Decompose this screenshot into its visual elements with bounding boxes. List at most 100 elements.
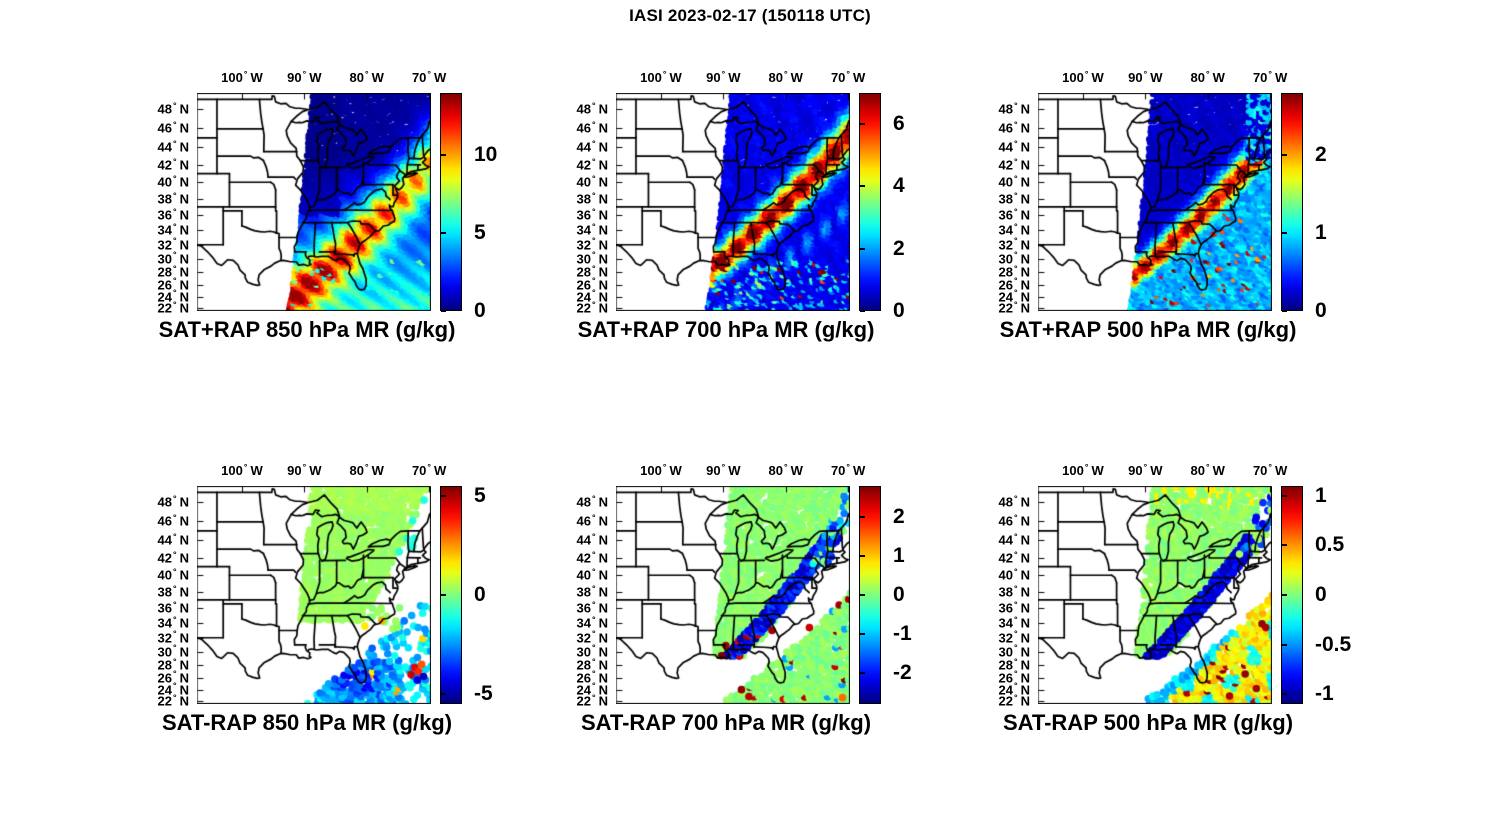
x-tick-label: 100° W (1062, 68, 1104, 85)
colorbar-tick (860, 516, 865, 519)
colorbar-tick-label: 0 (893, 299, 905, 322)
y-tick-label: 42° N (157, 156, 189, 173)
y-tick-label: 48° N (157, 100, 189, 117)
y-tick-label: 22° N (157, 692, 189, 709)
degree-symbol: ° (302, 461, 307, 472)
colorbar-tick-label: 4 (893, 174, 905, 198)
degree-symbol: ° (365, 68, 369, 79)
degree-symbol: ° (592, 656, 596, 667)
x-tick-label: 90° W (1128, 461, 1163, 478)
y-tick-label: 22° N (998, 692, 1030, 709)
degree-symbol: ° (173, 249, 177, 260)
degree-symbol: ° (1014, 235, 1018, 246)
degree-symbol: ° (1014, 138, 1018, 149)
y-tick-label: 48° N (998, 493, 1030, 510)
degree-symbol: ° (1206, 461, 1210, 472)
degree-symbol: ° (1206, 68, 1210, 79)
degree-symbol: ° (1014, 599, 1018, 609)
y-tick-label: 38° N (576, 190, 608, 207)
degree-symbol: ° (173, 299, 177, 310)
degree-symbol: ° (243, 461, 248, 472)
degree-symbol: ° (1084, 68, 1089, 79)
y-tick-label: 46° N (576, 119, 608, 136)
degree-symbol: ° (592, 235, 596, 246)
degree-symbol: ° (592, 221, 596, 232)
x-tick-label: 90° W (287, 461, 322, 478)
panel-sat-minus-rap-500: SAT-RAP 500 hPa MR (g/kg) 100° W 90° W 80° W 7… (966, 456, 1366, 766)
y-tick-label: 42° N (157, 549, 189, 566)
degree-symbol: ° (592, 206, 596, 216)
y-tick-label: 36° N (576, 206, 608, 223)
y-tick-label: 30° N (157, 642, 189, 660)
colorbar-tick (860, 185, 865, 188)
y-tick-label: 24° N (576, 287, 608, 305)
y-tick-label: 48° N (576, 100, 608, 117)
y-tick-label: 26° N (576, 275, 608, 293)
x-tick-label: 100° W (221, 68, 263, 85)
x-tick-label: 90° W (287, 68, 322, 85)
y-tick-label: 44° N (998, 531, 1030, 548)
y-tick-label: 38° N (157, 583, 189, 600)
degree-symbol: ° (592, 173, 596, 184)
colorbar-tick-label: 0.5 (1315, 533, 1345, 557)
degree-symbol: ° (1014, 221, 1018, 232)
map-canvas-sat-minus-rap-700 (616, 486, 850, 704)
panel-title: SAT+RAP 700 hPa MR (g/kg) (577, 317, 875, 342)
y-tick-label: 36° N (998, 599, 1030, 616)
degree-symbol: ° (1014, 549, 1018, 560)
x-tick-label: 70° W (830, 461, 866, 478)
x-tick-label: 70° W (1252, 461, 1288, 478)
y-tick-label: 34° N (157, 221, 189, 238)
degree-symbol: ° (365, 461, 369, 472)
degree-symbol: ° (427, 68, 432, 79)
x-tick-label: 70° W (1252, 68, 1288, 85)
y-tick-label: 40° N (998, 566, 1030, 583)
colorbar-tick-label: 0 (1315, 583, 1327, 606)
y-tick-label: 40° N (576, 173, 608, 190)
colorbar-tick-label: 10 (474, 143, 498, 167)
colorbar-tick-label: 1 (893, 544, 905, 568)
degree-symbol: ° (173, 680, 177, 691)
y-tick-label: 34° N (157, 614, 189, 631)
y-tick-label: 24° N (157, 680, 189, 698)
y-tick-label: 26° N (998, 275, 1030, 293)
y-tick-label: 38° N (157, 190, 189, 207)
y-tick-label: 26° N (157, 275, 189, 293)
colorbar-tick (441, 693, 446, 696)
degree-symbol: ° (592, 531, 596, 542)
degree-symbol: ° (1014, 206, 1018, 216)
colorbar-tick (1282, 594, 1287, 596)
degree-symbol: ° (427, 461, 432, 472)
colorbar-tick-label: 2 (893, 505, 905, 529)
y-tick-label: 38° N (998, 190, 1030, 207)
degree-symbol: ° (1014, 275, 1018, 286)
degree-symbol: ° (1014, 100, 1018, 111)
degree-symbol: ° (1014, 614, 1018, 625)
degree-symbol: ° (592, 156, 596, 167)
colorbar-tick-label: -1 (893, 621, 912, 645)
degree-symbol: ° (173, 583, 177, 594)
colorbar-tick (1282, 232, 1287, 235)
y-tick-label: 40° N (157, 173, 189, 190)
y-tick-label: 48° N (576, 493, 608, 510)
y-tick-label: 40° N (576, 566, 608, 583)
degree-symbol: ° (1143, 461, 1148, 472)
x-tick-label: 100° W (221, 461, 263, 478)
degree-symbol: ° (1014, 531, 1018, 542)
y-tick-label: 32° N (998, 235, 1030, 253)
degree-symbol: ° (592, 119, 596, 130)
x-tick-label: 80° W (1190, 461, 1225, 478)
degree-symbol: ° (592, 275, 596, 286)
degree-symbol: ° (592, 642, 596, 653)
degree-symbol: ° (1014, 642, 1018, 653)
y-tick-label: 46° N (157, 512, 189, 529)
degree-symbol: ° (592, 583, 596, 594)
colorbar-tick-label: -0.5 (1315, 632, 1352, 656)
y-tick-label: 32° N (576, 628, 608, 646)
degree-symbol: ° (173, 138, 177, 149)
y-tick-label: 44° N (157, 531, 189, 548)
y-tick-label: 28° N (576, 263, 608, 280)
colorbar-tick (860, 594, 865, 596)
degree-symbol: ° (1014, 668, 1018, 679)
